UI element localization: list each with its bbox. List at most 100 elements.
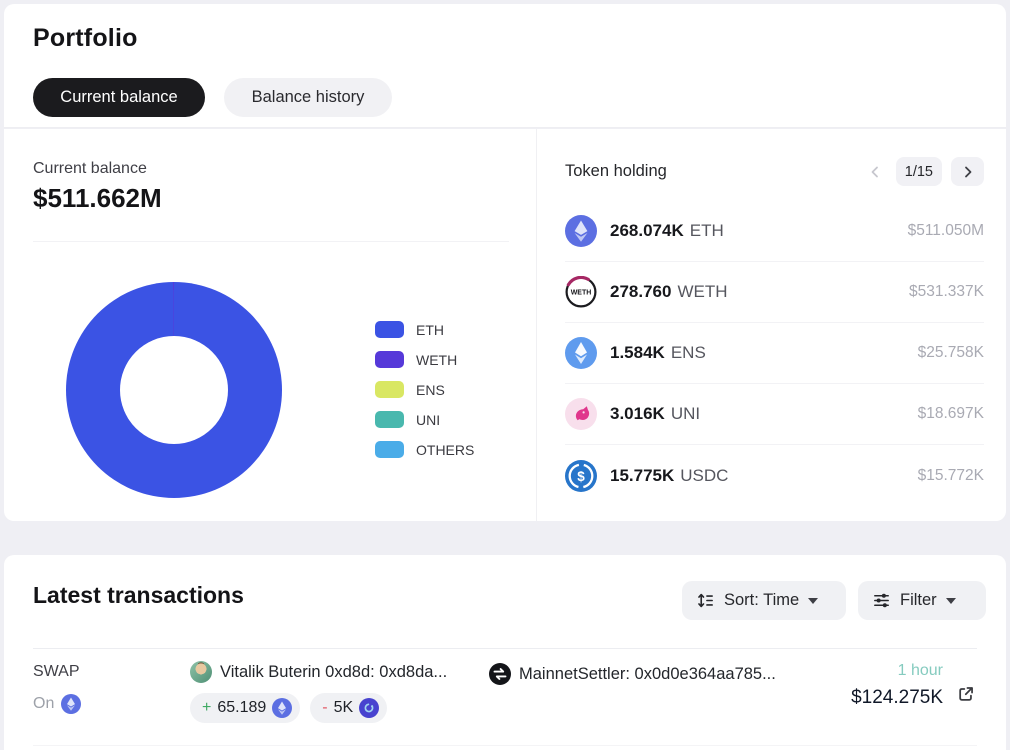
chevron-right-icon	[964, 166, 971, 177]
eth-token-icon	[565, 215, 597, 247]
legend-item-uni: UNI	[375, 411, 474, 428]
token-row-ens[interactable]: 1.584K ENS $25.758K	[565, 323, 984, 384]
legend-item-ens: ENS	[375, 381, 474, 398]
legend-item-eth: ETH	[375, 321, 474, 338]
token-usd-value: $25.758K	[917, 344, 984, 361]
chart-legend: ETH WETH ENS UNI OTHERS	[375, 321, 474, 471]
transaction-usd-value: $124.275K	[851, 687, 943, 708]
token-amount: 3.016K	[610, 404, 665, 423]
token-usd-value: $15.772K	[917, 466, 984, 484]
filter-button[interactable]: Filter	[858, 581, 986, 620]
transactions-row-divider	[33, 745, 977, 746]
received-amount-badge: + 65.189	[190, 693, 301, 723]
legend-label-weth: WETH	[416, 351, 458, 368]
pager-page-indicator: 1/15	[895, 157, 942, 186]
token-row-uni[interactable]: 3.016K UNI $18.697K	[565, 384, 984, 445]
received-amount: 65.189	[217, 699, 267, 716]
caret-down-icon	[945, 597, 956, 604]
tab-current-balance[interactable]: Current balance	[33, 78, 205, 117]
balance-tabs: Current balance Balance history	[33, 78, 392, 117]
external-link-icon	[959, 687, 973, 701]
eth-token-icon	[272, 698, 293, 718]
tab-balance-history-label: Balance history	[251, 88, 365, 106]
transaction-type: SWAP	[33, 663, 80, 680]
from-address-link[interactable]: Vitalik Buterin 0xd8d: 0xd8da...	[220, 662, 448, 681]
token-symbol: ETH	[689, 221, 724, 240]
legend-label-uni: UNI	[416, 411, 441, 428]
token-symbol: ENS	[670, 343, 706, 362]
token-amount: 268.074K	[610, 221, 684, 240]
transaction-time: 1 hour	[897, 662, 943, 679]
from-avatar	[190, 661, 212, 683]
latest-transactions-title: Latest transactions	[33, 582, 244, 608]
sent-amount: 5K	[333, 699, 354, 716]
transaction-network: On	[33, 694, 82, 714]
svg-text:$: $	[577, 468, 585, 483]
external-link-button[interactable]	[955, 683, 977, 705]
eth-network-icon	[61, 694, 82, 714]
token-amount: 15.775K	[610, 465, 675, 485]
token-holding-title: Token holding	[565, 162, 667, 180]
on-label: On	[33, 695, 55, 712]
token-usd-value: $531.337K	[909, 283, 984, 300]
transactions-divider	[33, 648, 977, 649]
token-amount: 1.584K	[610, 343, 665, 362]
legend-swatch-eth	[375, 321, 404, 338]
legend-item-others: OTHERS	[375, 441, 474, 458]
transaction-meta: 1 hour $124.275K	[851, 662, 943, 709]
legend-label-others: OTHERS	[416, 441, 475, 458]
transaction-to: MainnetSettler: 0x0d0e364aa785...	[489, 663, 776, 685]
transaction-from: Vitalik Buterin 0xd8d: 0xd8da... + 65.18…	[190, 661, 447, 723]
legend-item-weth: WETH	[375, 351, 474, 368]
token-row-usdc[interactable]: $ 15.775K USDC $15.772K	[565, 445, 984, 506]
legend-swatch-uni	[375, 411, 404, 428]
legend-label-eth: ETH	[416, 321, 444, 338]
chevron-left-icon	[871, 166, 878, 177]
filter-icon	[874, 593, 889, 608]
weth-token-icon: WETH	[565, 276, 597, 308]
token-usd-value: $511.050M	[907, 222, 984, 239]
sort-icon	[698, 593, 713, 608]
legend-swatch-others	[375, 441, 404, 458]
pager-prev-button[interactable]	[863, 157, 887, 186]
svg-text:WETH: WETH	[571, 290, 592, 297]
from-party: Vitalik Buterin 0xd8d: 0xd8da...	[190, 661, 447, 683]
token-symbol: USDC	[680, 465, 729, 485]
vertical-divider	[536, 129, 537, 521]
portfolio-donut-chart	[66, 282, 282, 498]
latest-transactions-panel: Latest transactions Sort: Time Filter SW…	[4, 555, 1006, 750]
pager-next-button[interactable]	[951, 157, 984, 186]
legend-label-ens: ENS	[416, 381, 445, 398]
mainnet-settler-icon	[489, 663, 511, 685]
ens-token-icon	[565, 337, 597, 369]
main-panel: Current balance $511.662M ETH WETH ENS U…	[4, 129, 1006, 521]
plus-sign: +	[202, 699, 212, 716]
page-title: Portfolio	[33, 24, 138, 52]
legend-swatch-ens	[375, 381, 404, 398]
balance-divider	[33, 241, 509, 242]
token-holding-list: 268.074K ETH $511.050M WETH 278.760 WETH…	[565, 201, 984, 506]
tab-balance-history[interactable]: Balance history	[224, 78, 392, 117]
swap-amounts: + 65.189 - 5K	[190, 693, 447, 723]
token-symbol: UNI	[670, 404, 701, 423]
token-row-weth[interactable]: WETH 278.760 WETH $531.337K	[565, 262, 984, 323]
token-row-eth[interactable]: 268.074K ETH $511.050M	[565, 201, 984, 262]
current-balance-label: Current balance	[33, 160, 147, 177]
sent-amount-badge: - 5K	[310, 693, 388, 723]
token-symbol: WETH	[677, 282, 728, 301]
tab-current-balance-label: Current balance	[60, 88, 178, 106]
header-panel: Portfolio Current balance Balance histor…	[4, 4, 1006, 128]
minus-sign: -	[322, 699, 328, 716]
token-usd-value: $18.697K	[917, 405, 984, 422]
to-address-link[interactable]: MainnetSettler: 0x0d0e364aa785...	[519, 664, 776, 683]
filter-button-label: Filter	[900, 591, 937, 609]
uni-token-icon	[565, 398, 597, 430]
legend-swatch-weth	[375, 351, 404, 368]
sort-button-label: Sort: Time	[724, 591, 800, 609]
usdc-token-icon: $	[565, 459, 597, 492]
to-party: MainnetSettler: 0x0d0e364aa785...	[489, 663, 776, 685]
sent-token-icon	[359, 698, 380, 718]
token-amount: 278.760	[610, 282, 672, 301]
sort-button[interactable]: Sort: Time	[682, 581, 846, 620]
